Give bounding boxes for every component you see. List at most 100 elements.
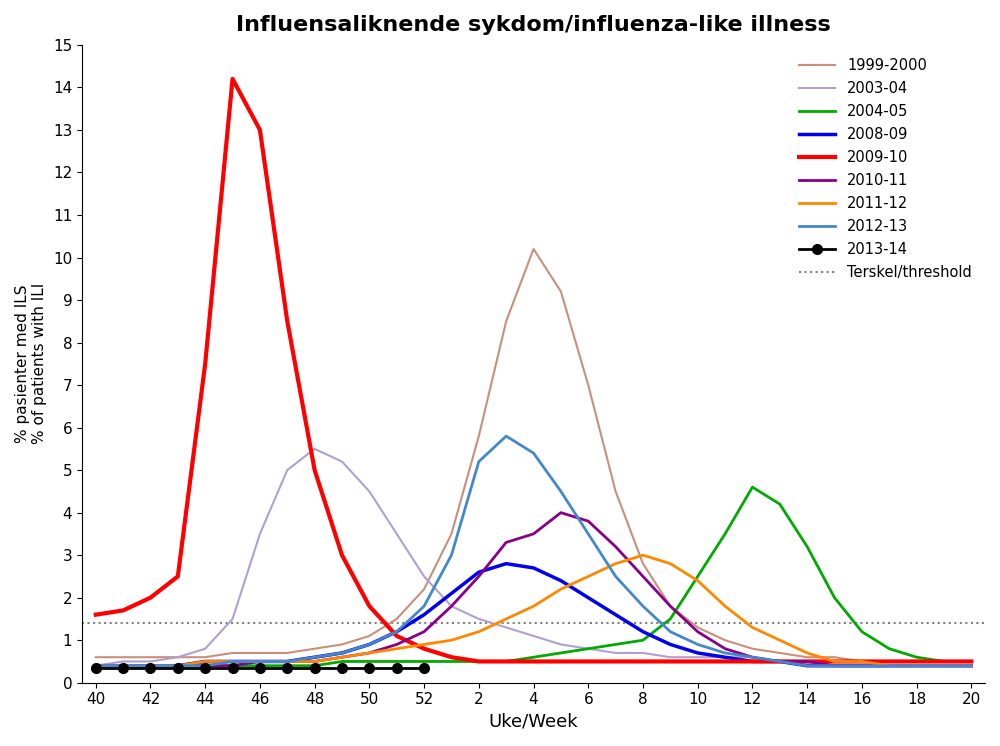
2012-13 — [172, 661, 184, 670]
2008-09 — [829, 661, 841, 670]
2004-05 — [281, 661, 293, 670]
2003-04 — [692, 653, 704, 662]
2004-05 — [774, 500, 786, 509]
2013-14 — [309, 663, 321, 672]
Line: 2012-13: 2012-13 — [96, 436, 971, 665]
2010-11 — [418, 627, 430, 636]
2004-05 — [391, 657, 403, 666]
2011-12 — [391, 645, 403, 653]
1999-2000 — [227, 648, 239, 657]
2011-12 — [829, 657, 841, 666]
2011-12 — [555, 585, 567, 594]
2012-13 — [309, 653, 321, 662]
2003-04 — [418, 572, 430, 581]
2004-05 — [500, 657, 512, 666]
2010-11 — [391, 640, 403, 649]
2010-11 — [90, 661, 102, 670]
2003-04 — [473, 615, 485, 624]
2004-05 — [610, 640, 622, 649]
2012-13 — [610, 572, 622, 581]
2012-13 — [117, 661, 129, 670]
2012-13 — [938, 661, 950, 670]
2010-11 — [473, 572, 485, 581]
2009-10 — [500, 657, 512, 666]
2009-10 — [938, 657, 950, 666]
2004-05 — [199, 661, 211, 670]
2008-09 — [692, 648, 704, 657]
2010-11 — [774, 657, 786, 666]
2013-14 — [391, 663, 403, 672]
2009-10 — [363, 602, 375, 611]
2009-10 — [883, 657, 895, 666]
Title: Influensaliknende sykdom/influenza-like illness: Influensaliknende sykdom/influenza-like … — [236, 15, 831, 35]
1999-2000 — [938, 657, 950, 666]
2011-12 — [801, 648, 813, 657]
2009-10 — [90, 610, 102, 619]
2009-10 — [829, 657, 841, 666]
2004-05 — [473, 657, 485, 666]
2004-05 — [637, 636, 649, 645]
2008-09 — [144, 661, 156, 670]
2010-11 — [883, 661, 895, 670]
2008-09 — [363, 640, 375, 649]
2012-13 — [911, 661, 923, 670]
2008-09 — [172, 661, 184, 670]
2003-04 — [363, 487, 375, 496]
2010-11 — [965, 661, 977, 670]
2011-12 — [336, 653, 348, 662]
2009-10 — [637, 657, 649, 666]
2012-13 — [883, 661, 895, 670]
1999-2000 — [172, 653, 184, 662]
2003-04 — [938, 657, 950, 666]
2010-11 — [692, 627, 704, 636]
2004-05 — [719, 530, 731, 539]
2008-09 — [117, 661, 129, 670]
2004-05 — [746, 483, 758, 492]
2004-05 — [144, 661, 156, 670]
Line: 2009-10: 2009-10 — [96, 79, 971, 662]
2010-11 — [801, 657, 813, 666]
2008-09 — [856, 661, 868, 670]
2012-13 — [254, 657, 266, 666]
1999-2000 — [418, 585, 430, 594]
2009-10 — [199, 360, 211, 369]
2011-12 — [911, 661, 923, 670]
2003-04 — [445, 602, 457, 611]
2011-12 — [610, 560, 622, 568]
1999-2000 — [363, 631, 375, 640]
2013-14 — [227, 663, 239, 672]
2011-12 — [363, 648, 375, 657]
2004-05 — [309, 661, 321, 670]
Terskel/threshold — [90, 618, 102, 627]
2011-12 — [309, 657, 321, 666]
Line: 2003-04: 2003-04 — [96, 449, 971, 665]
2011-12 — [883, 661, 895, 670]
Y-axis label: % pasienter med ILS
% of patients with ILI: % pasienter med ILS % of patients with I… — [15, 283, 47, 445]
2011-12 — [254, 657, 266, 666]
2008-09 — [473, 568, 485, 577]
2010-11 — [610, 542, 622, 551]
1999-2000 — [637, 560, 649, 568]
2012-13 — [473, 457, 485, 466]
2011-12 — [144, 661, 156, 670]
2003-04 — [637, 648, 649, 657]
2008-09 — [227, 657, 239, 666]
Legend: 1999-2000, 2003-04, 2004-05, 2008-09, 2009-10, 2010-11, 2011-12, 2012-13, 2013-1: 1999-2000, 2003-04, 2004-05, 2008-09, 20… — [793, 52, 978, 286]
2012-13 — [528, 448, 540, 457]
2012-13 — [555, 487, 567, 496]
1999-2000 — [500, 317, 512, 326]
2012-13 — [90, 661, 102, 670]
2013-14 — [199, 663, 211, 672]
2003-04 — [911, 657, 923, 666]
Line: 2008-09: 2008-09 — [96, 564, 971, 665]
2003-04 — [746, 653, 758, 662]
2004-05 — [418, 657, 430, 666]
2010-11 — [500, 538, 512, 547]
2012-13 — [692, 640, 704, 649]
2003-04 — [582, 645, 594, 653]
2008-09 — [418, 610, 430, 619]
2009-10 — [774, 657, 786, 666]
2012-13 — [829, 661, 841, 670]
1999-2000 — [829, 653, 841, 662]
1999-2000 — [445, 530, 457, 539]
